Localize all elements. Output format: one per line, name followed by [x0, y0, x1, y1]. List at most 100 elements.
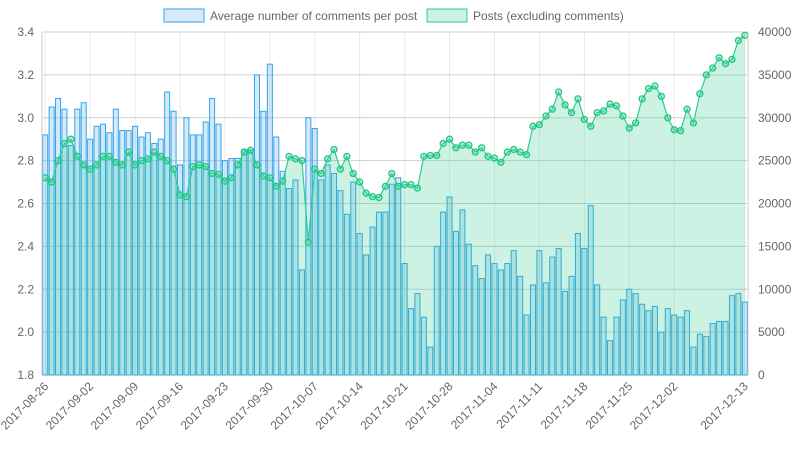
bar: [555, 248, 562, 376]
data-point: [471, 148, 479, 156]
bar: [607, 340, 614, 376]
data-point: [291, 155, 300, 163]
bar: [626, 288, 633, 376]
data-point: [555, 88, 563, 96]
bar: [433, 245, 440, 376]
data-point: [176, 191, 184, 199]
bar: [343, 213, 350, 376]
data-point: [208, 169, 216, 178]
data-point: [375, 193, 383, 202]
data-point: [221, 177, 229, 185]
bar: [664, 308, 671, 376]
data-point: [664, 114, 672, 122]
bar: [549, 256, 556, 376]
data-point: [60, 139, 69, 148]
legend-swatch-posts[interactable]: [426, 8, 468, 23]
bar: [382, 211, 389, 376]
data-point: [632, 119, 640, 127]
bar: [703, 335, 710, 376]
data-point: [561, 101, 569, 109]
bar: [510, 250, 517, 376]
bar: [93, 125, 100, 376]
bar: [286, 187, 293, 376]
legend-label-comments[interactable]: Average number of comments per post: [210, 9, 418, 23]
bar: [260, 110, 267, 376]
bar: [209, 97, 216, 376]
bar: [337, 190, 344, 376]
data-point: [80, 161, 88, 169]
bar: [273, 136, 280, 376]
legend-swatch-comments[interactable]: [163, 8, 205, 23]
bar: [581, 248, 588, 376]
bar: [574, 233, 581, 376]
bar: [106, 132, 113, 376]
bar: [388, 183, 395, 376]
bar: [529, 284, 536, 376]
bar: [401, 263, 408, 376]
data-point: [728, 55, 736, 64]
data-point: [490, 154, 499, 162]
y-left-tick-label: 2.6: [17, 197, 34, 211]
bar: [722, 320, 729, 376]
bar: [87, 138, 94, 376]
data-point: [709, 64, 717, 72]
data-point: [484, 152, 492, 160]
data-point: [131, 161, 139, 169]
data-point: [246, 146, 255, 154]
bar: [613, 316, 620, 376]
area-series-posts: [41, 31, 749, 376]
data-point: [734, 36, 743, 45]
bar: [363, 254, 370, 376]
bar: [459, 209, 466, 376]
data-point: [272, 182, 280, 191]
data-point: [336, 165, 345, 173]
bar: [80, 102, 87, 376]
data-point: [503, 148, 511, 156]
data-point: [285, 152, 293, 160]
data-point: [330, 145, 338, 154]
bar: [202, 121, 209, 376]
data-point: [105, 152, 114, 160]
data-point: [182, 192, 191, 201]
legend: Average number of comments per post Post…: [163, 8, 624, 23]
bar: [716, 320, 723, 376]
data-point: [651, 82, 659, 90]
bar: [324, 164, 331, 376]
bar: [485, 254, 492, 376]
data-point: [433, 151, 441, 160]
y-right-tick-label: 10000: [758, 282, 792, 296]
bar: [677, 316, 684, 376]
data-point: [721, 60, 730, 68]
bar: [639, 303, 646, 376]
y-left-tick-label: 2.4: [17, 239, 34, 253]
data-point: [593, 108, 601, 117]
data-point: [118, 161, 126, 169]
bar: [311, 127, 318, 376]
data-point: [676, 126, 685, 135]
data-point: [41, 174, 49, 182]
bar: [728, 295, 735, 376]
y-left-tick-label: 2.8: [17, 154, 34, 168]
legend-label-posts[interactable]: Posts (excluding comments): [473, 9, 624, 23]
data-point: [516, 148, 524, 156]
y-right-tick-label: 40000: [758, 25, 792, 39]
bar: [568, 275, 575, 376]
data-point: [535, 120, 544, 129]
bar: [497, 269, 504, 376]
data-point: [625, 124, 633, 132]
bar: [215, 123, 222, 376]
bar: [517, 275, 524, 376]
data-point: [458, 141, 467, 149]
data-point: [253, 161, 261, 169]
bar: [594, 284, 601, 376]
data-point: [606, 100, 614, 108]
data-point: [112, 158, 120, 166]
bar: [305, 117, 312, 376]
bar: [125, 130, 132, 376]
data-point: [465, 141, 473, 149]
bar: [414, 293, 421, 376]
bar: [183, 117, 190, 376]
data-point: [394, 182, 402, 191]
y-left-tick-label: 2.0: [17, 325, 34, 339]
